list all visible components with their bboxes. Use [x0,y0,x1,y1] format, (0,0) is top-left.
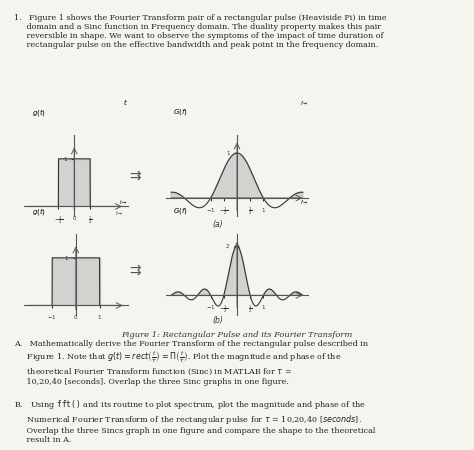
Text: (a): (a) [213,220,223,229]
Text: $G(f)$: $G(f)$ [173,206,188,216]
Text: $t$: $t$ [123,97,128,107]
Text: (b): (b) [213,316,223,325]
Text: $\rightarrow$: $\rightarrow$ [128,265,143,279]
Text: $G(f)$: $G(f)$ [173,107,188,117]
Text: $\rightarrow$: $\rightarrow$ [128,261,143,275]
Text: $g(t)$: $g(t)$ [32,206,46,216]
Text: B.   Using $\mathtt{fft()}$ and its routine to plot spectrum, plot the magnitude: B. Using $\mathtt{fft()}$ and its routin… [14,398,375,445]
Text: $t\rightarrow$: $t\rightarrow$ [119,198,128,206]
Text: 1.   Figure 1 shows the Fourier Transform pair of a rectangular pulse (Heaviside: 1. Figure 1 shows the Fourier Transform … [14,14,387,49]
Text: A.   Mathematically derive the Fourier Transform of the rectangular pulse descri: A. Mathematically derive the Fourier Tra… [14,340,368,386]
Text: $\rightarrow$: $\rightarrow$ [128,171,143,185]
Text: $f\rightarrow$: $f\rightarrow$ [300,198,308,206]
Text: $g(t)$: $g(t)$ [32,107,46,117]
Text: Figure 1: Rectangular Pulse and its Fourier Transform: Figure 1: Rectangular Pulse and its Four… [121,331,353,339]
Text: $f\rightarrow$: $f\rightarrow$ [300,99,308,107]
Text: $t\rightarrow$: $t\rightarrow$ [115,209,123,217]
Text: $\rightarrow$: $\rightarrow$ [128,166,143,180]
